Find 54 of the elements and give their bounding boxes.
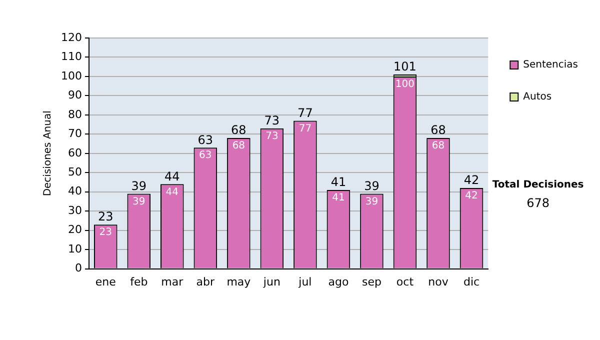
x-tick-label: sep	[362, 275, 382, 288]
text: Total Decisiones	[492, 180, 584, 191]
y-tick-label: 110	[60, 50, 82, 64]
text: 678	[526, 196, 550, 210]
x-tick-label: jul	[298, 275, 312, 288]
legend-label: Sentencias	[523, 60, 578, 71]
y-tick-label: 0	[74, 262, 82, 275]
x-tick-label: oct	[396, 275, 414, 288]
x-tick-label: nov	[428, 275, 449, 288]
y-tick-label: 70	[68, 127, 82, 140]
x-tick-label: ene	[95, 275, 116, 288]
total-label: 63	[198, 132, 214, 147]
total-label: 42	[464, 173, 480, 188]
data-label: 63	[199, 150, 212, 162]
x-tick-label: jun	[262, 275, 280, 288]
y-tick-label: 60	[68, 146, 82, 160]
y-tick-label: 100	[60, 69, 82, 82]
y-tick-label: 40	[68, 184, 82, 198]
total-label: 77	[298, 106, 313, 120]
y-axis-title: Decisiones Anual	[42, 110, 54, 196]
total-label: 41	[330, 175, 346, 190]
total-label: 101	[394, 60, 416, 74]
y-tick-label: 80	[68, 108, 82, 121]
x-tick-label: ago	[328, 275, 349, 288]
total-label: 68	[231, 123, 246, 138]
data-label: 39	[132, 196, 146, 208]
data-label: 41	[332, 192, 345, 204]
x-tick-label: may	[226, 275, 252, 288]
y-tick-label: 90	[68, 88, 82, 102]
x-tick-label: mar	[161, 275, 184, 288]
data-label: 68	[432, 140, 445, 152]
total-label: 39	[364, 178, 380, 193]
data-label: 68	[232, 140, 246, 152]
total-label: 23	[98, 210, 114, 224]
data-label: 23	[99, 227, 112, 238]
y-tick-label: 20	[68, 223, 82, 236]
x-tick-label: dic	[463, 275, 480, 288]
data-label: 42	[465, 190, 478, 202]
data-label: 77	[298, 123, 312, 134]
data-label: 100	[395, 79, 415, 90]
y-tick-label: 30	[68, 204, 82, 217]
legend-label: Autos	[523, 92, 552, 103]
y-tick-label: 120	[60, 30, 82, 44]
y-tick-label: 10	[68, 242, 82, 256]
total-label: 44	[164, 169, 180, 184]
data-label: 44	[166, 186, 179, 198]
total-label: 68	[430, 123, 446, 138]
x-tick-label: abr	[196, 275, 216, 288]
data-label: 73	[266, 130, 278, 142]
y-tick-label: 50	[68, 165, 82, 178]
total-label: 39	[131, 178, 147, 193]
data-label: 39	[365, 196, 378, 208]
x-tick-label: feb	[130, 275, 148, 288]
total-label: 73	[264, 114, 280, 128]
